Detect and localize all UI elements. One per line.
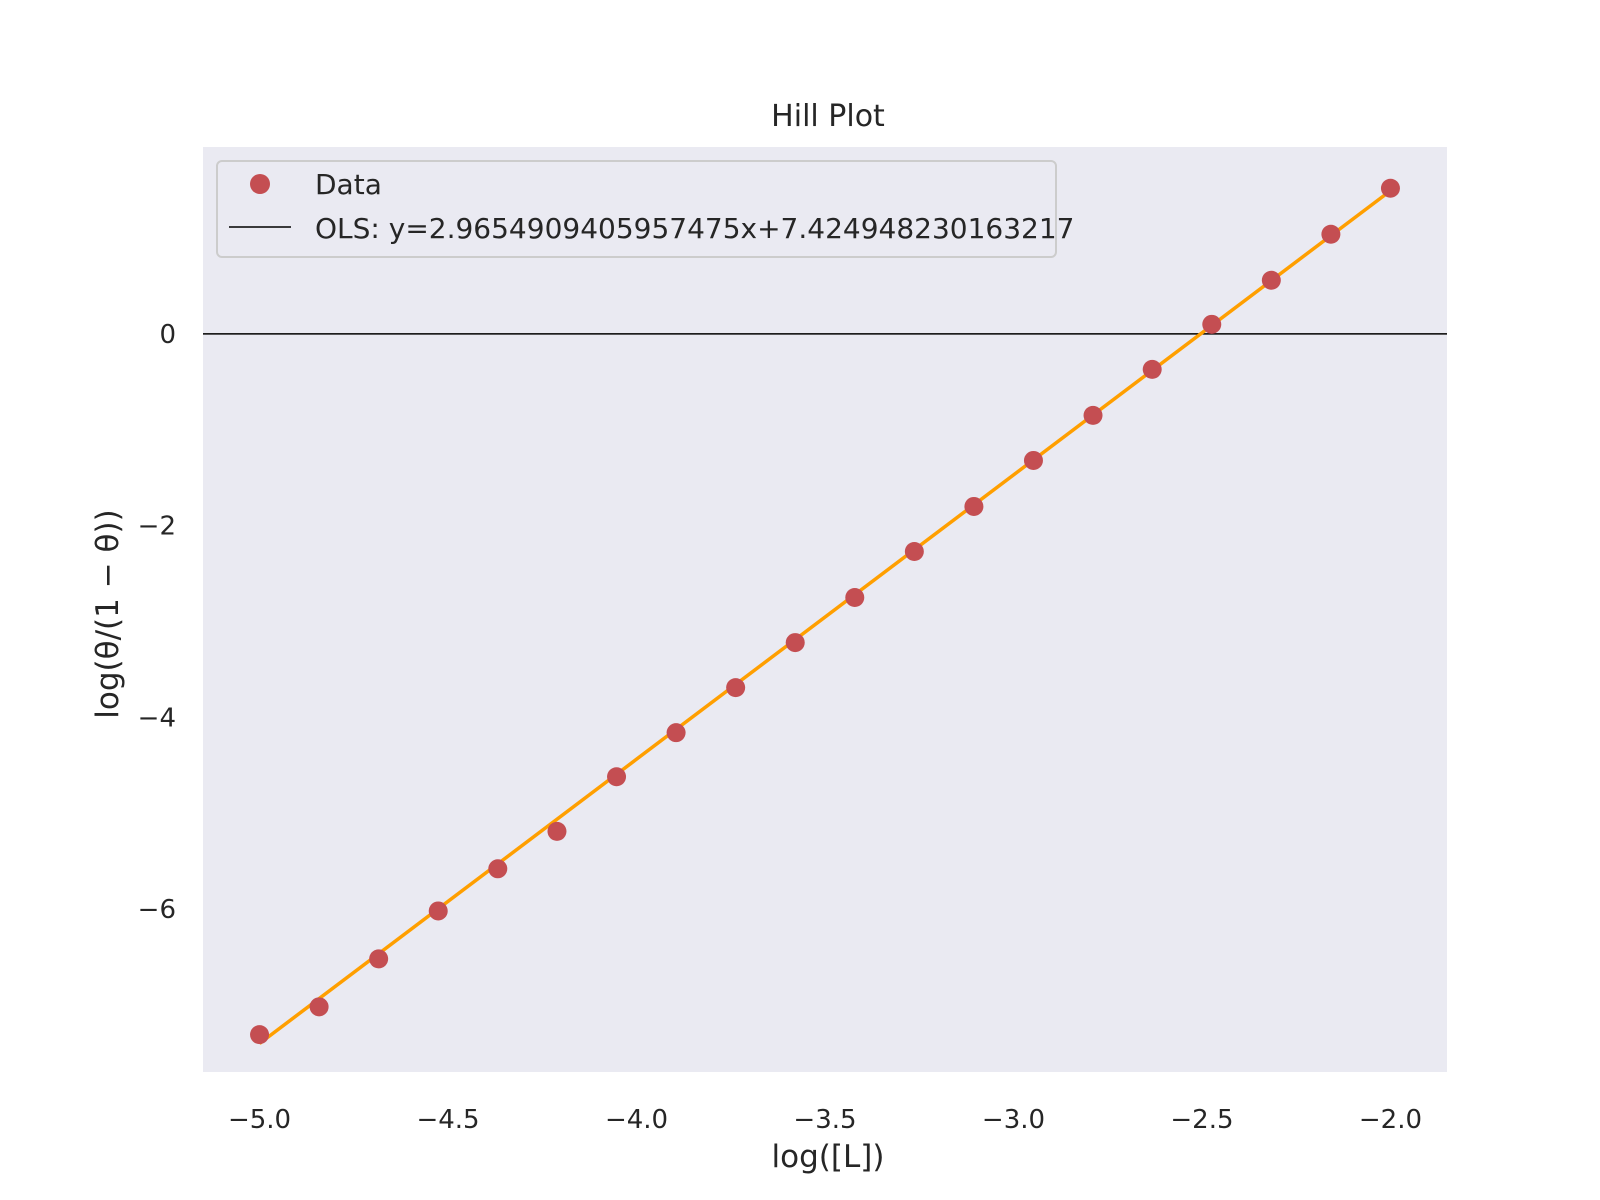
- data-point: [547, 821, 567, 841]
- data-point: [1023, 450, 1043, 470]
- x-tick-labels: −5.0 −4.5 −4.0 −3.5 −3.0 −2.5 −2.0: [228, 1105, 1422, 1135]
- x-tick-label: −3.0: [982, 1105, 1045, 1135]
- data-point: [1142, 359, 1162, 379]
- data-point: [1321, 224, 1341, 244]
- data-point: [309, 997, 329, 1017]
- data-point: [250, 1025, 270, 1045]
- data-point: [964, 496, 984, 516]
- ols-fit-line: [258, 189, 1392, 1045]
- y-tick-label: −4: [138, 703, 176, 733]
- plot-area: [203, 147, 1447, 1072]
- data-point: [726, 678, 746, 698]
- data-point: [666, 723, 686, 743]
- legend: Data OLS: y=2.9654909405957475x+7.424948…: [216, 160, 1075, 258]
- data-point: [428, 901, 448, 921]
- y-tick-label: 0: [159, 320, 176, 350]
- data-point: [845, 588, 865, 608]
- data-point: [1083, 405, 1103, 425]
- data-point: [607, 767, 627, 787]
- data-point: [369, 949, 389, 969]
- x-tick-label: −4.0: [605, 1105, 668, 1135]
- data-point: [785, 633, 805, 653]
- x-tick-label: −5.0: [228, 1105, 291, 1135]
- x-tick-label: −4.5: [416, 1105, 479, 1135]
- data-point: [488, 859, 508, 879]
- legend-label-data: Data: [315, 168, 382, 201]
- y-axis-label: log(θ/(1 − θ)): [90, 509, 126, 718]
- data-point: [904, 542, 924, 562]
- x-tick-label: −2.0: [1359, 1105, 1422, 1135]
- data-points-layer: [250, 178, 1400, 1045]
- y-tick-labels: 0 −2 −4 −6: [138, 320, 176, 925]
- fit-line-layer: [258, 189, 1392, 1045]
- y-tick-label: −2: [138, 512, 176, 542]
- x-tick-label: −2.5: [1170, 1105, 1233, 1135]
- legend-label-fit: OLS: y=2.9654909405957475x+7.42494823016…: [315, 212, 1075, 245]
- data-point: [1202, 314, 1222, 334]
- legend-data-marker: [250, 174, 270, 194]
- legend-box: [216, 160, 1057, 258]
- x-tick-label: −3.5: [793, 1105, 856, 1135]
- chart-title: Hill Plot: [771, 99, 885, 134]
- data-point: [1380, 178, 1400, 198]
- x-axis-label: log([L]): [772, 1139, 885, 1175]
- data-point: [1261, 270, 1281, 290]
- y-tick-label: −6: [138, 895, 176, 925]
